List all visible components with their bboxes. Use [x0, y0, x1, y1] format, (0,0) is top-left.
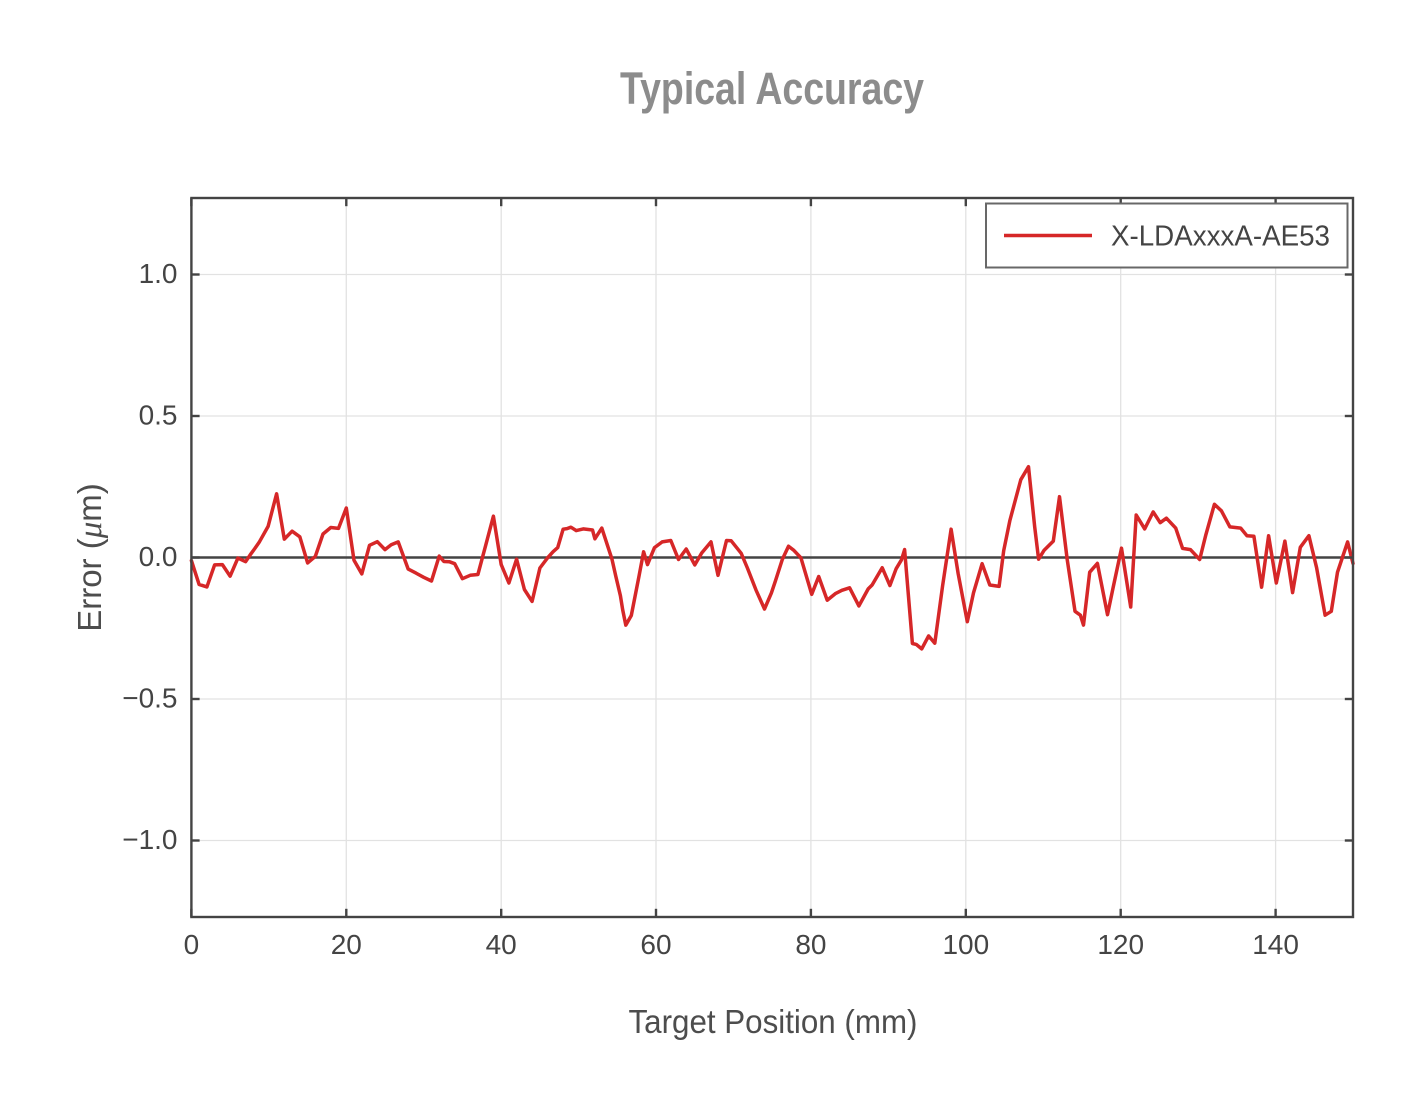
- svg-text:1.0: 1.0: [139, 258, 178, 289]
- svg-text:Target Position (mm): Target Position (mm): [629, 1003, 918, 1040]
- svg-text:20: 20: [331, 929, 362, 960]
- svg-text:140: 140: [1252, 929, 1299, 960]
- svg-text:0.0: 0.0: [139, 541, 178, 572]
- svg-text:−1.0: −1.0: [122, 824, 177, 855]
- svg-text:120: 120: [1097, 929, 1144, 960]
- svg-text:60: 60: [640, 929, 671, 960]
- svg-text:0.5: 0.5: [139, 400, 178, 431]
- svg-text:−0.5: −0.5: [122, 683, 177, 714]
- svg-text:Error (μm): Error (μm): [71, 483, 109, 632]
- svg-text:100: 100: [942, 929, 989, 960]
- svg-text:80: 80: [795, 929, 826, 960]
- svg-text:X-LDAxxxA-AE53: X-LDAxxxA-AE53: [1111, 221, 1330, 253]
- svg-text:40: 40: [486, 929, 517, 960]
- svg-text:Typical Accuracy: Typical Accuracy: [620, 63, 924, 114]
- svg-text:0: 0: [184, 929, 200, 960]
